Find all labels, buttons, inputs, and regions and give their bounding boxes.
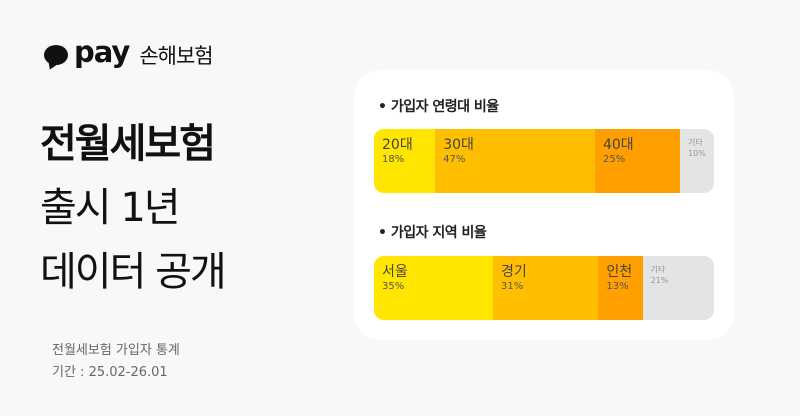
brand-logo: pay 손해보험 (44, 34, 214, 70)
headline-line1: 전월세보험 (40, 121, 216, 167)
segment-label: 기타 (650, 265, 666, 274)
age-chart-title: • 가입자 연령대 비율 (378, 99, 499, 115)
bar-segment: 20대 18% (374, 129, 436, 193)
headline: 전월세보험 출시 1년 데이터 공개 (40, 112, 227, 304)
bar-segment: 30대 47% (435, 129, 595, 193)
segment-percent: 13% (606, 281, 629, 292)
region-chart-title: • 가입자 지역 비율 (378, 225, 487, 241)
headline-line2: 출시 1년 (40, 185, 181, 231)
segment-percent: 35% (382, 281, 405, 292)
meta-subject: 전월세보험 가입자 통계 (52, 343, 180, 358)
segment-label: 30대 (443, 137, 474, 153)
segment-percent: 21% (650, 276, 669, 285)
age-stacked-bar: 20대 18% 30대 47% 40대 25% 기타 10% (374, 129, 714, 193)
segment-percent: 31% (501, 281, 524, 292)
bar-segment: 40대 25% (594, 129, 680, 193)
segment-percent: 25% (602, 154, 626, 165)
segment-label: 인천 (606, 264, 633, 280)
region-stacked-bar: 서울 35% 경기 31% 인천 13% 기타 21% (374, 256, 714, 320)
segment-percent: 47% (443, 154, 466, 165)
segment-percent: 10% (687, 149, 706, 158)
speech-bubble-icon (44, 45, 68, 65)
segment-label: 서울 (382, 264, 408, 280)
stats-card: • 가입자 연령대 비율 20대 18% 30대 47% 40대 25% 기타 10% • 가… (354, 70, 734, 340)
headline-line3: 데이터 공개 (40, 249, 227, 295)
segment-percent: 18% (382, 154, 405, 165)
meta-period: 기간 : 25.02-26.01 (52, 365, 168, 380)
segment-label: 20대 (382, 137, 413, 153)
brand-pay: pay (74, 34, 130, 69)
segment-label: 40대 (602, 137, 634, 153)
bar-segment: 경기 31% (493, 256, 599, 320)
meta-info: 전월세보험 가입자 통계 기간 : 25.02-26.01 (52, 340, 180, 384)
bar-segment: 기타 10% (679, 129, 714, 193)
segment-label: 기타 (687, 138, 703, 147)
bar-segment: 인천 13% (598, 256, 643, 320)
bar-segment: 서울 35% (374, 256, 493, 320)
brand-product: 손해보험 (139, 44, 213, 68)
bar-segment: 기타 21% (642, 256, 714, 320)
segment-label: 경기 (501, 264, 527, 280)
